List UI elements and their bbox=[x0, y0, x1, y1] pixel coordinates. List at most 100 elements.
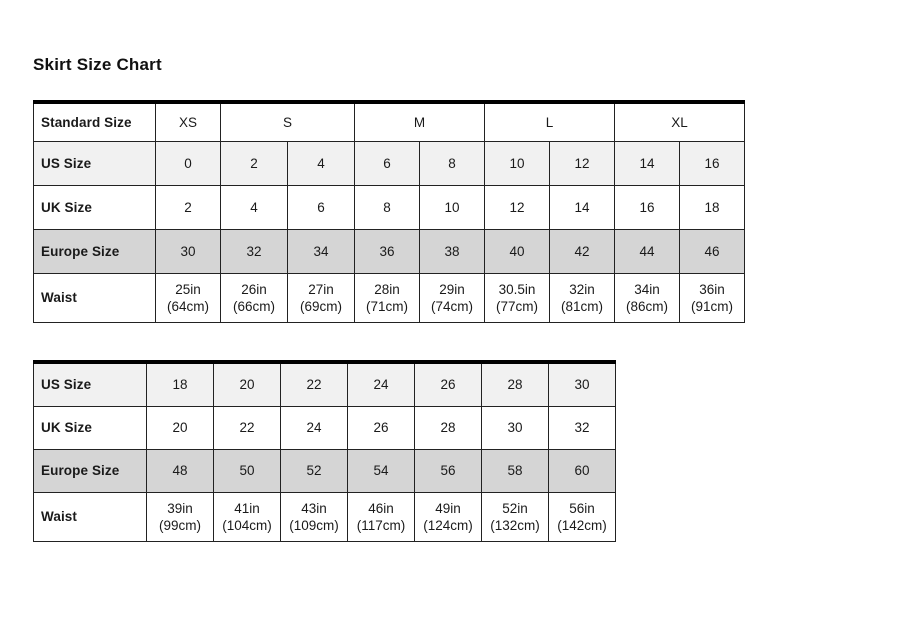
table-row: Waist 39in (99cm) 41in (104cm) 43in (109… bbox=[33, 492, 616, 542]
table-cell: 49in (124cm) bbox=[414, 492, 482, 542]
row-label-europe-size: Europe Size bbox=[33, 449, 147, 493]
waist-centimeters: (74cm) bbox=[431, 299, 474, 314]
extended-size-table: US Size 18 20 22 24 26 28 30 UK Size 20 … bbox=[33, 360, 616, 542]
row-label-uk-size: UK Size bbox=[33, 406, 147, 450]
waist-inches: 41in bbox=[234, 500, 260, 516]
primary-size-table: Standard Size XS S M L XL US Size 0 2 4 … bbox=[33, 100, 746, 323]
table-cell: 39in (99cm) bbox=[146, 492, 214, 542]
table-cell: 36in (91cm) bbox=[679, 273, 746, 323]
table-cell: 20 bbox=[213, 361, 281, 407]
table-cell: 26 bbox=[414, 361, 482, 407]
table-cell: 32 bbox=[548, 406, 616, 450]
waist-inches: 49in bbox=[435, 500, 461, 516]
table-cell: 38 bbox=[419, 229, 486, 274]
row-label-standard-size: Standard Size bbox=[33, 101, 156, 142]
table-cell: 30 bbox=[548, 361, 616, 407]
table-cell: 30 bbox=[155, 229, 221, 274]
table-cell: 22 bbox=[213, 406, 281, 450]
row-label-waist: Waist bbox=[33, 492, 147, 542]
waist-inches: 30.5in bbox=[498, 281, 536, 297]
table-row: UK Size 2 4 6 8 10 12 14 16 18 bbox=[33, 185, 746, 230]
table-row: Standard Size XS S M L XL bbox=[33, 101, 746, 142]
table-cell: 41in (104cm) bbox=[213, 492, 281, 542]
table-cell: 36 bbox=[354, 229, 421, 274]
table-cell: 12 bbox=[549, 141, 616, 186]
table-cell: 60 bbox=[548, 449, 616, 493]
standard-size-xl: XL bbox=[614, 101, 746, 142]
waist-centimeters: (99cm) bbox=[158, 518, 201, 533]
table-cell: 2 bbox=[220, 141, 288, 186]
waist-inches: 25in bbox=[175, 281, 201, 297]
table-cell: 56 bbox=[414, 449, 482, 493]
table-row: Waist 25in (64cm) 26in (66cm) 27in (69cm… bbox=[33, 273, 746, 323]
table-cell: 42 bbox=[549, 229, 616, 274]
table-cell: 28in (71cm) bbox=[354, 273, 421, 323]
waist-inches: 39in bbox=[167, 500, 193, 516]
waist-centimeters: (81cm) bbox=[561, 299, 604, 314]
table-cell: 12 bbox=[484, 185, 551, 230]
table-cell: 32in (81cm) bbox=[549, 273, 616, 323]
waist-centimeters: (109cm) bbox=[289, 518, 339, 533]
waist-inches: 27in bbox=[308, 281, 334, 297]
table-cell: 26in (66cm) bbox=[220, 273, 288, 323]
waist-inches: 46in bbox=[368, 500, 394, 516]
table-cell: 52in (132cm) bbox=[481, 492, 549, 542]
table-cell: 30.5in (77cm) bbox=[484, 273, 551, 323]
waist-centimeters: (142cm) bbox=[557, 518, 607, 533]
table-cell: 22 bbox=[280, 361, 348, 407]
row-label-us-size: US Size bbox=[33, 361, 147, 407]
table-cell: 24 bbox=[280, 406, 348, 450]
table-cell: 50 bbox=[213, 449, 281, 493]
waist-inches: 43in bbox=[301, 500, 327, 516]
table-cell: 32 bbox=[220, 229, 288, 274]
table-cell: 48 bbox=[146, 449, 214, 493]
waist-centimeters: (77cm) bbox=[496, 299, 539, 314]
table-cell: 0 bbox=[155, 141, 221, 186]
table-cell: 10 bbox=[484, 141, 551, 186]
table-cell: 43in (109cm) bbox=[280, 492, 348, 542]
standard-size-s: S bbox=[219, 101, 356, 142]
table-cell: 2 bbox=[155, 185, 221, 230]
table-cell: 34 bbox=[286, 229, 356, 274]
table-cell: 14 bbox=[549, 185, 616, 230]
table-cell: 40 bbox=[484, 229, 551, 274]
waist-centimeters: (86cm) bbox=[626, 299, 669, 314]
table-cell: 8 bbox=[354, 185, 421, 230]
waist-centimeters: (124cm) bbox=[423, 518, 473, 533]
waist-inches: 36in bbox=[699, 281, 725, 297]
waist-centimeters: (64cm) bbox=[166, 299, 209, 314]
table-cell: 16 bbox=[679, 141, 746, 186]
table-row: UK Size 20 22 24 26 28 30 32 bbox=[33, 406, 616, 450]
waist-inches: 56in bbox=[569, 500, 595, 516]
table-row: Europe Size 30 32 34 36 38 40 42 44 46 bbox=[33, 229, 746, 274]
row-label-uk-size: UK Size bbox=[33, 185, 156, 230]
waist-centimeters: (66cm) bbox=[232, 299, 275, 314]
waist-centimeters: (91cm) bbox=[691, 299, 734, 314]
table-row: Europe Size 48 50 52 54 56 58 60 bbox=[33, 449, 616, 493]
table-cell: 18 bbox=[146, 361, 214, 407]
table-cell: 56in (142cm) bbox=[548, 492, 616, 542]
standard-size-xs: XS bbox=[155, 101, 221, 142]
waist-inches: 34in bbox=[634, 281, 660, 297]
table-cell: 26 bbox=[347, 406, 415, 450]
table-cell: 4 bbox=[286, 141, 356, 186]
table-cell: 16 bbox=[614, 185, 681, 230]
table-cell: 58 bbox=[481, 449, 549, 493]
table-cell: 18 bbox=[679, 185, 746, 230]
table-cell: 54 bbox=[347, 449, 415, 493]
row-label-waist: Waist bbox=[33, 273, 156, 323]
table-cell: 27in (69cm) bbox=[286, 273, 356, 323]
table-cell: 10 bbox=[419, 185, 486, 230]
table-cell: 4 bbox=[220, 185, 288, 230]
row-label-europe-size: Europe Size bbox=[33, 229, 156, 274]
table-cell: 28 bbox=[481, 361, 549, 407]
waist-centimeters: (132cm) bbox=[490, 518, 540, 533]
standard-size-l: L bbox=[484, 101, 616, 142]
table-cell: 28 bbox=[414, 406, 482, 450]
waist-centimeters: (71cm) bbox=[366, 299, 409, 314]
table-row: US Size 0 2 4 6 8 10 12 14 16 bbox=[33, 141, 746, 186]
standard-size-m: M bbox=[354, 101, 486, 142]
waist-centimeters: (117cm) bbox=[356, 518, 406, 533]
waist-inches: 32in bbox=[569, 281, 595, 297]
table-row: US Size 18 20 22 24 26 28 30 bbox=[33, 361, 616, 407]
